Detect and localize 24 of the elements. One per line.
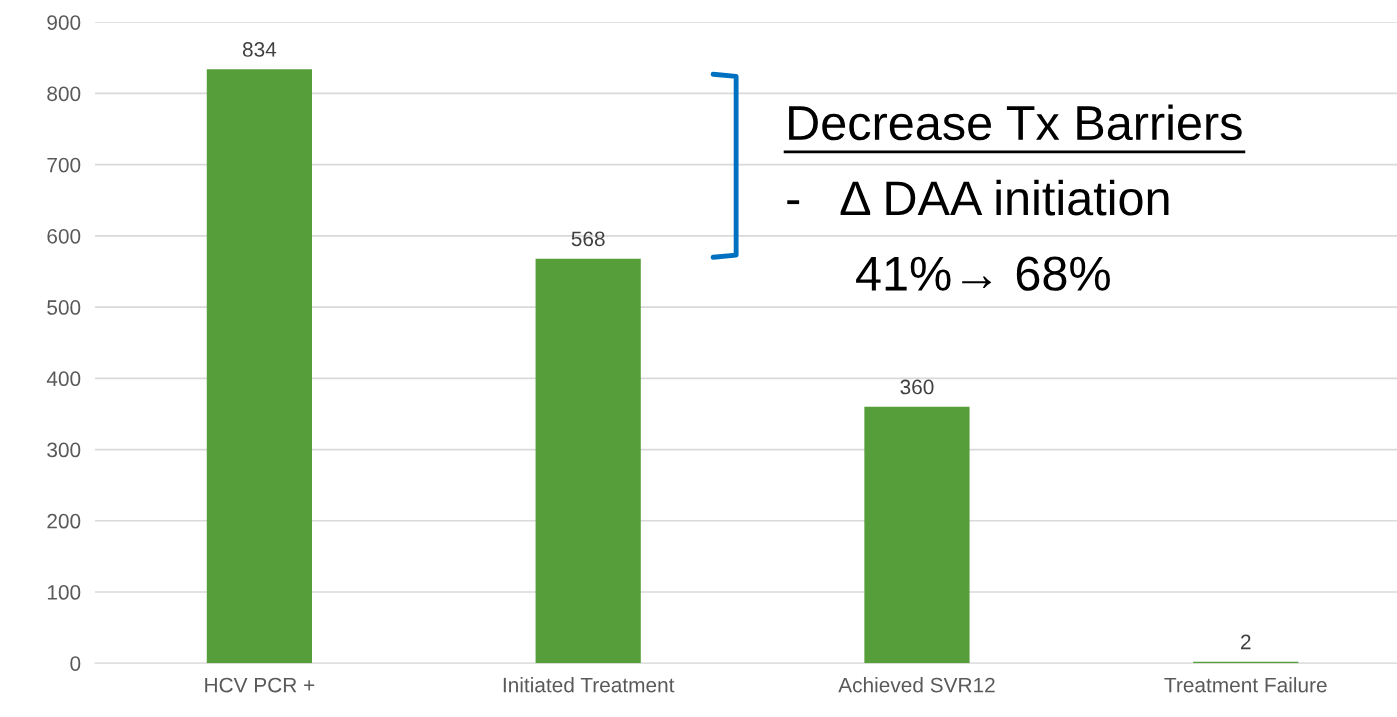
- x-tick-label: Achieved SVR12: [838, 677, 995, 693]
- data-label: 360: [900, 379, 934, 395]
- x-tick-label: Treatment Failure: [1164, 677, 1327, 693]
- x-tick-label: HCV PCR +: [205, 677, 315, 693]
- y-tick-label: 700: [47, 157, 81, 173]
- annotation: Decrease Tx Barriers: [789, 104, 1242, 141]
- y-tick-label: 300: [47, 442, 81, 458]
- y-tick-label: 100: [47, 585, 81, 600]
- y-tick-label: 200: [47, 513, 81, 529]
- data-label: 568: [571, 231, 605, 247]
- data-label: 2: [1241, 634, 1251, 650]
- bar: [206, 69, 312, 664]
- y-tick-label: 600: [47, 228, 81, 244]
- x-tick-label: Initiated Treatment: [503, 677, 675, 693]
- annotation: 41%→ 68%: [856, 256, 1110, 291]
- y-tick-label: 400: [46, 371, 81, 387]
- y-tick-label: 900: [47, 15, 81, 30]
- data-label: 834: [242, 42, 277, 57]
- y-tick-label: 500: [47, 300, 81, 315]
- bar: [535, 258, 641, 664]
- annotation: - Δ DAA initiation: [787, 179, 1169, 216]
- y-tick-label: 0: [70, 656, 81, 671]
- y-tick-label: 800: [47, 86, 81, 102]
- bar: [864, 406, 970, 664]
